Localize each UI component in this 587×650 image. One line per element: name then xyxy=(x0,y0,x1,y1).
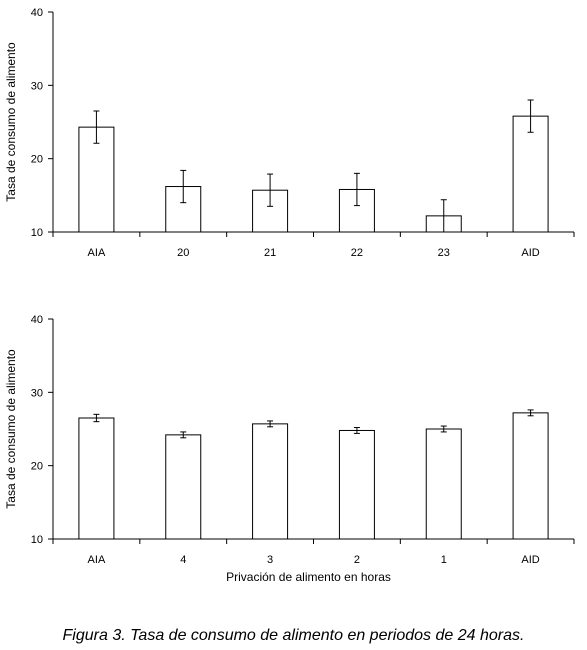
chart2-x-tick-label: AID xyxy=(521,554,539,566)
chart1-x-tick-label: 21 xyxy=(264,247,276,259)
chart2-y-tick-label: 40 xyxy=(31,314,43,326)
chart1-y-tick-label: 30 xyxy=(31,80,43,92)
chart2-y-tick-label: 10 xyxy=(31,534,43,546)
figure-caption: Figura 3. Tasa de consumo de alimento en… xyxy=(62,627,525,644)
chart1-x-tick-label: AID xyxy=(521,247,539,259)
chart1-bar-AID xyxy=(512,115,549,233)
chart1-y-tick-label: 40 xyxy=(31,7,43,19)
chart2-bar-4 xyxy=(165,434,202,540)
chart2-y-tick-label: 30 xyxy=(31,387,43,399)
chart1-y-axis-label: Tasa de consumo de alimento xyxy=(4,42,18,202)
chart1-y-tick-label: 20 xyxy=(31,154,43,166)
chart1-x-tick-label: 23 xyxy=(438,247,450,259)
chart2-x-tick-label: 4 xyxy=(180,554,186,566)
chart2-bar-AIA xyxy=(78,417,115,540)
chart2-y-axis-label: Tasa de consumo de alimento xyxy=(4,349,18,509)
chart1-y-tick-label: 10 xyxy=(31,227,43,239)
chart1-x-tick-label: AIA xyxy=(88,247,106,259)
chart2-bar-1 xyxy=(425,428,462,540)
chart2-x-tick-label: 2 xyxy=(354,554,360,566)
chart1-x-tick-label: 22 xyxy=(351,247,363,259)
chart2-y-tick-label: 20 xyxy=(31,461,43,473)
chart2-x-tick-label: AIA xyxy=(88,554,106,566)
chart1-bar-AIA xyxy=(78,126,115,233)
chart2-bar-AID xyxy=(512,412,549,540)
chart2-x-tick-label: 3 xyxy=(267,554,273,566)
chart2-bar-3 xyxy=(252,423,289,540)
chart2-x-tick-label: 1 xyxy=(441,554,447,566)
chart2-bar-2 xyxy=(338,429,375,540)
chart2-x-axis-label: Privación de alimento en horas xyxy=(226,570,391,584)
chart1-x-tick-label: 20 xyxy=(177,247,189,259)
